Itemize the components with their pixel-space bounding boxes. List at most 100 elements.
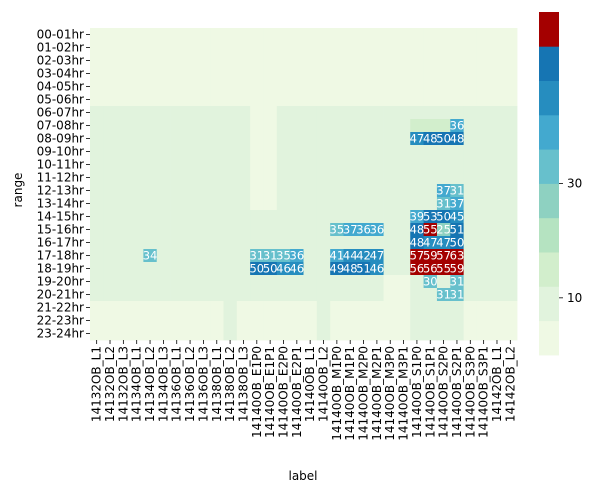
heatmap-cell	[130, 80, 144, 94]
heatmap-cell	[223, 210, 238, 224]
heatmap-cell	[183, 314, 198, 328]
heatmap-cell	[196, 28, 211, 42]
cell-value-label: 34	[143, 249, 158, 263]
heatmap-cell	[303, 171, 318, 185]
heatmap-cell	[116, 327, 131, 341]
colorbar-segment	[539, 183, 559, 219]
heatmap-cell	[290, 301, 304, 315]
heatmap-cell	[236, 275, 251, 289]
heatmap-cell	[210, 119, 224, 133]
heatmap-cell	[410, 275, 424, 289]
y-tick-label: 03-04hr	[37, 67, 84, 81]
heatmap-cell	[210, 145, 224, 159]
heatmap-cell	[316, 236, 331, 250]
heatmap-cell	[490, 327, 505, 341]
heatmap-cell	[210, 158, 224, 172]
heatmap-cell	[303, 67, 318, 81]
heatmap-cell	[90, 223, 104, 237]
y-tick-label: 09-10hr	[37, 145, 84, 159]
heatmap-cell	[90, 119, 104, 133]
heatmap-cell	[303, 41, 318, 55]
colorbar-segment	[539, 217, 559, 253]
heatmap-cell	[250, 41, 264, 55]
heatmap-cell	[143, 67, 158, 81]
heatmap-cell	[143, 80, 158, 94]
heatmap-cell	[263, 197, 278, 211]
heatmap-cell	[263, 301, 278, 315]
heatmap-cell	[116, 119, 131, 133]
heatmap-cell	[503, 210, 518, 224]
heatmap-cell	[116, 275, 131, 289]
heatmap-cell	[116, 288, 131, 302]
cell-value-label: 55	[423, 223, 438, 237]
heatmap-cell	[196, 288, 211, 302]
heatmap-cell	[423, 275, 438, 289]
heatmap-cell	[410, 236, 424, 250]
heatmap-cell	[370, 171, 384, 185]
x-tick-label: 14140OB_S2P1	[450, 346, 464, 438]
colorbar-segment	[539, 320, 559, 356]
heatmap-cell	[490, 275, 505, 289]
heatmap-cell	[463, 327, 478, 341]
heatmap-cell	[316, 288, 331, 302]
cell-value-label: 42	[356, 249, 371, 263]
heatmap-cell	[276, 158, 291, 172]
heatmap-cell	[196, 132, 211, 146]
heatmap-cell	[90, 249, 104, 263]
heatmap-cell	[316, 67, 331, 81]
cell-value-label: 46	[290, 262, 305, 276]
heatmap-cell	[463, 80, 478, 94]
heatmap-cell	[330, 41, 344, 55]
colorbar-segment	[539, 80, 559, 116]
heatmap-cell	[343, 106, 358, 120]
heatmap-cell	[383, 262, 398, 276]
heatmap-cell	[370, 249, 384, 263]
x-tick-label: 14136OB_L3	[196, 346, 210, 422]
heatmap-cell	[90, 197, 104, 211]
heatmap-cell	[463, 132, 478, 146]
heatmap-cell	[156, 314, 171, 328]
heatmap-cell	[410, 288, 424, 302]
heatmap-cell	[90, 80, 104, 94]
cell-value-label: 36	[370, 223, 385, 237]
colorbar-segment	[539, 149, 559, 184]
heatmap-cell	[196, 80, 211, 94]
cell-value-label: 37	[343, 223, 358, 237]
heatmap-cell	[330, 223, 344, 237]
heatmap-cell	[330, 171, 344, 185]
heatmap-cell	[436, 119, 451, 133]
heatmap-cell	[250, 236, 264, 250]
heatmap-cell	[316, 145, 331, 159]
heatmap-cell	[103, 249, 118, 263]
heatmap-cell	[263, 158, 278, 172]
heatmap-cell	[90, 210, 104, 224]
heatmap-cell	[436, 197, 451, 211]
heatmap-cell	[316, 119, 331, 133]
heatmap-cell	[156, 80, 171, 94]
x-tick-label: 14140OB_M2P1	[370, 346, 384, 441]
heatmap-cell	[290, 314, 304, 328]
cell-value-label: 50	[450, 236, 465, 250]
heatmap-cell	[370, 327, 384, 341]
heatmap-cell	[316, 54, 331, 68]
heatmap-cell	[156, 301, 171, 315]
y-tick-label: 14-15hr	[37, 210, 84, 224]
heatmap-cell	[356, 210, 371, 224]
cell-value-label: 41	[330, 249, 345, 263]
heatmap-cell	[396, 132, 411, 146]
heatmap-cell	[130, 145, 144, 159]
heatmap-cell	[383, 93, 398, 107]
heatmap-cell	[423, 184, 438, 198]
heatmap-cell	[450, 80, 465, 94]
heatmap-cell	[503, 28, 518, 42]
heatmap-cell	[90, 158, 104, 172]
heatmap-cell	[303, 132, 318, 146]
heatmap-cell	[183, 145, 198, 159]
cell-value-label: 46	[370, 262, 385, 276]
heatmap-cell	[116, 158, 131, 172]
heatmap-cell	[343, 80, 358, 94]
heatmap-cell	[396, 119, 411, 133]
heatmap-cell	[330, 145, 344, 159]
heatmap-cell	[436, 275, 451, 289]
heatmap-cell	[490, 28, 505, 42]
